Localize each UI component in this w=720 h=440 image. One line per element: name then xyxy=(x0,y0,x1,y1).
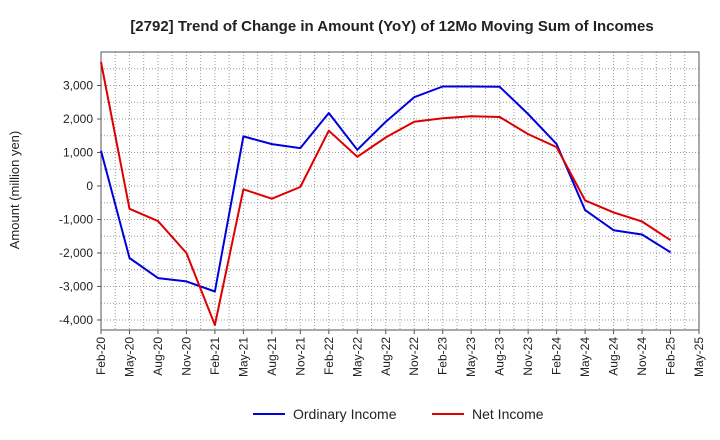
y-tick-label: 3,000 xyxy=(63,78,93,92)
x-tick-label: Nov-21 xyxy=(293,337,307,376)
x-tick-label: Feb-23 xyxy=(436,337,450,375)
x-axis: Feb-20 May-20 Aug-20 Nov-20 Feb-21 May-21 Aug-… xyxy=(94,330,706,377)
x-tick-label: May-23 xyxy=(464,337,478,377)
legend-label-net-income: Net Income xyxy=(472,406,544,422)
x-tick-label: Aug-20 xyxy=(151,337,165,376)
y-tick-label: -3,000 xyxy=(59,279,93,293)
y-tick-label: -2,000 xyxy=(59,246,93,260)
y-tick-label: -4,000 xyxy=(59,313,93,327)
legend: Ordinary Income Net Income xyxy=(253,406,544,422)
x-tick-label: Feb-25 xyxy=(664,337,678,375)
x-tick-label: May-22 xyxy=(350,337,364,377)
grid xyxy=(101,52,699,330)
x-tick-label: Aug-24 xyxy=(607,337,621,376)
x-tick-label: Feb-20 xyxy=(94,337,108,375)
y-tick-label: 1,000 xyxy=(63,145,93,159)
x-tick-label: Feb-24 xyxy=(550,337,564,375)
y-tick-label: 2,000 xyxy=(63,112,93,126)
x-tick-label: Nov-22 xyxy=(407,337,421,376)
x-tick-label: Nov-24 xyxy=(635,337,649,376)
legend-label-ordinary-income: Ordinary Income xyxy=(293,406,397,422)
x-tick-label: Feb-22 xyxy=(322,337,336,375)
y-axis: -4,000 -3,000 -2,000 -1,000 0 1,000 2,000 3,000 xyxy=(59,78,101,327)
y-tick-label: 0 xyxy=(86,179,93,193)
y-axis-label: Amount (million yen) xyxy=(7,131,22,250)
x-tick-label: May-21 xyxy=(236,337,250,377)
plot-area xyxy=(100,51,700,331)
series-line-ordinary-income xyxy=(100,85,672,293)
x-tick-label: May-24 xyxy=(578,337,592,377)
x-tick-label: Nov-23 xyxy=(521,337,535,376)
x-tick-label: Aug-23 xyxy=(493,337,507,376)
series-line-net-income xyxy=(100,61,672,326)
x-tick-label: Aug-21 xyxy=(265,337,279,376)
chart-title: [2792] Trend of Change in Amount (YoY) o… xyxy=(130,18,653,35)
x-tick-label: Aug-22 xyxy=(379,337,393,376)
x-tick-label: Nov-20 xyxy=(179,337,193,376)
x-tick-label: May-20 xyxy=(122,337,136,377)
x-tick-label: May-25 xyxy=(692,337,706,377)
y-tick-label: -1,000 xyxy=(59,212,93,226)
series-lines xyxy=(100,61,672,326)
x-tick-label: Feb-21 xyxy=(208,337,222,375)
